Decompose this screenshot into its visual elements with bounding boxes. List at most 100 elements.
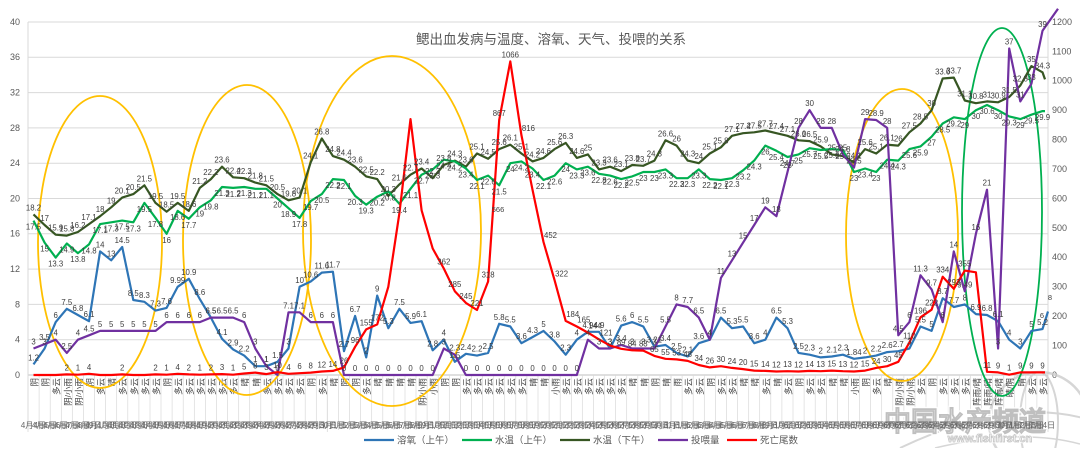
- svg-text:21.1: 21.1: [248, 191, 263, 200]
- svg-text:5.3: 5.3: [782, 317, 793, 326]
- svg-text:5月16日: 5月16日: [484, 421, 514, 430]
- svg-text:21.3: 21.3: [237, 189, 252, 198]
- svg-text:阴: 阴: [451, 378, 461, 387]
- svg-text:0: 0: [364, 364, 369, 373]
- svg-text:28: 28: [883, 117, 892, 126]
- svg-text:25.5: 25.5: [813, 152, 829, 161]
- svg-text:6月22日: 6月22日: [894, 421, 924, 430]
- svg-text:6: 6: [242, 311, 246, 320]
- svg-text:30: 30: [927, 99, 936, 108]
- svg-text:4月16日: 4月16日: [152, 421, 182, 430]
- svg-text:165: 165: [577, 316, 591, 325]
- svg-text:6.5: 6.5: [205, 307, 217, 316]
- svg-text:96: 96: [351, 336, 360, 345]
- svg-text:15: 15: [827, 360, 836, 369]
- svg-text:8.6: 8.6: [194, 288, 205, 297]
- svg-text:4: 4: [708, 329, 713, 338]
- svg-text:24.6: 24.6: [569, 147, 584, 156]
- svg-text:4月25日: 4月25日: [251, 421, 281, 430]
- svg-text:22.2: 22.2: [203, 168, 218, 177]
- svg-text:6月7日: 6月7日: [730, 421, 755, 430]
- svg-text:22.3: 22.3: [680, 180, 695, 189]
- svg-text:24.1: 24.1: [846, 151, 861, 160]
- svg-text:28: 28: [816, 117, 825, 126]
- svg-text:4: 4: [286, 363, 291, 372]
- svg-text:17.1: 17.1: [81, 213, 96, 222]
- svg-text:18: 18: [772, 205, 781, 214]
- svg-text:晴: 晴: [828, 378, 838, 387]
- svg-text:1: 1: [76, 364, 80, 373]
- svg-text:0: 0: [530, 364, 535, 373]
- svg-text:25: 25: [839, 143, 848, 152]
- svg-text:21.5: 21.5: [492, 187, 508, 196]
- svg-text:0: 0: [375, 364, 380, 373]
- svg-text:22.2: 22.2: [702, 181, 717, 190]
- svg-text:26.8: 26.8: [314, 128, 329, 137]
- svg-text:25.1: 25.1: [869, 143, 884, 152]
- svg-text:5月12日: 5月12日: [440, 421, 470, 430]
- svg-text:3: 3: [996, 338, 1000, 347]
- svg-text:多云: 多云: [728, 378, 738, 396]
- svg-text:5.3: 5.3: [383, 317, 394, 326]
- svg-text:2.5: 2.5: [61, 342, 73, 351]
- svg-text:4月22日: 4月22日: [218, 421, 248, 430]
- svg-text:23.4: 23.4: [458, 171, 474, 180]
- svg-text:30.8: 30.8: [968, 92, 983, 101]
- svg-text:6月19日: 6月19日: [861, 421, 891, 430]
- svg-text:0: 0: [386, 364, 391, 373]
- svg-text:6: 6: [309, 311, 313, 320]
- svg-text:23: 23: [650, 174, 659, 183]
- svg-text:4月15日: 4月15日: [140, 421, 170, 430]
- svg-text:22.3: 22.3: [237, 167, 252, 176]
- svg-text:25.6: 25.6: [492, 138, 507, 147]
- svg-text:晴: 晴: [395, 378, 405, 387]
- svg-text:45: 45: [894, 351, 903, 360]
- svg-text:多云: 多云: [806, 378, 816, 396]
- svg-text:0: 0: [519, 364, 524, 373]
- svg-text:22.6: 22.6: [547, 178, 562, 187]
- svg-text:1066: 1066: [502, 50, 519, 59]
- svg-text:5月5日: 5月5日: [364, 421, 389, 430]
- svg-text:31: 31: [1016, 90, 1025, 99]
- svg-text:晴: 晴: [540, 378, 550, 387]
- svg-text:23.3: 23.3: [591, 158, 606, 167]
- svg-text:晴: 晴: [329, 378, 339, 387]
- svg-text:9.7: 9.7: [926, 278, 937, 287]
- svg-text:6月29日: 6月29日: [972, 421, 1002, 430]
- svg-text:6月9日: 6月9日: [753, 421, 778, 430]
- svg-text:25.1: 25.1: [469, 143, 484, 152]
- svg-text:26: 26: [761, 148, 770, 157]
- svg-text:5.3: 5.3: [727, 317, 738, 326]
- svg-text:0: 0: [552, 364, 557, 373]
- svg-text:9: 9: [1040, 361, 1044, 370]
- svg-text:12: 12: [317, 361, 326, 370]
- svg-text:16: 16: [10, 229, 20, 239]
- svg-text:26.3: 26.3: [558, 132, 573, 141]
- svg-text:18.9: 18.9: [281, 210, 296, 219]
- svg-text:6月24日: 6月24日: [917, 421, 947, 430]
- svg-text:21.1: 21.1: [259, 191, 274, 200]
- svg-text:3: 3: [442, 338, 446, 347]
- svg-text:17.3: 17.3: [104, 224, 119, 233]
- svg-text:阵雨/晴: 阵雨/晴: [994, 378, 1004, 406]
- svg-text:20.1: 20.1: [115, 187, 130, 196]
- svg-text:23.7: 23.7: [636, 155, 651, 164]
- svg-text:6月17日: 6月17日: [839, 421, 869, 430]
- svg-text:25.5: 25.5: [835, 152, 851, 161]
- svg-text:4月24日: 4月24日: [240, 421, 270, 430]
- svg-text:22.6: 22.6: [481, 178, 496, 187]
- svg-text:24.2: 24.2: [447, 163, 462, 172]
- svg-text:3.6: 3.6: [516, 332, 527, 341]
- svg-text:25.6: 25.6: [858, 138, 873, 147]
- svg-text:晴/阴: 晴/阴: [1005, 378, 1015, 397]
- svg-text:7月1日: 7月1日: [996, 421, 1021, 430]
- svg-text:7月4日: 7月4日: [1030, 421, 1055, 430]
- svg-text:阴: 阴: [650, 378, 660, 387]
- svg-text:4.1: 4.1: [217, 328, 228, 337]
- svg-text:6月11日: 6月11日: [773, 421, 802, 430]
- svg-text:7.7: 7.7: [682, 296, 693, 305]
- svg-text:4月28日: 4月28日: [285, 421, 315, 430]
- svg-text:死亡尾数: 死亡尾数: [760, 435, 799, 447]
- svg-text:20.1: 20.1: [292, 187, 307, 196]
- svg-text:阴/小雨: 阴/小雨: [74, 378, 84, 406]
